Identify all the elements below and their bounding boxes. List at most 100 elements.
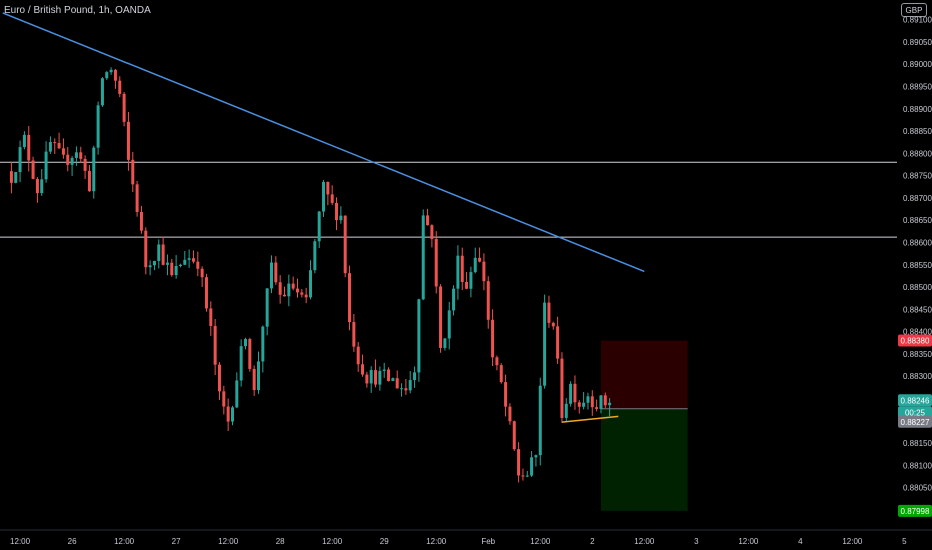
candle-body xyxy=(521,475,525,477)
time-tick-label: 12:00 xyxy=(426,537,447,546)
candle-body xyxy=(534,455,538,458)
candle-body xyxy=(551,322,555,327)
price-tick-label: 0.89000 xyxy=(903,60,932,69)
candle-body xyxy=(22,134,26,148)
candle-body xyxy=(395,378,399,389)
last-price-tag-background xyxy=(898,394,932,407)
candle-body xyxy=(595,407,599,409)
time-tick-label: 28 xyxy=(276,537,285,546)
candle-body xyxy=(387,369,391,381)
candle-body xyxy=(473,257,477,273)
bar-countdown-tag-background xyxy=(898,406,932,419)
chart-title: Euro / British Pound, 1h, OANDA xyxy=(4,5,151,16)
candle-body xyxy=(226,406,230,422)
candle-body xyxy=(235,380,239,408)
candle-body xyxy=(348,273,352,323)
candle-body xyxy=(100,78,104,106)
time-tick-label: 26 xyxy=(68,537,77,546)
candle-body xyxy=(465,281,469,289)
candle-body xyxy=(426,215,430,226)
price-tick-label: 0.88850 xyxy=(903,127,932,136)
candle-body xyxy=(74,152,78,158)
candle-body xyxy=(135,184,139,212)
price-tick-label: 0.88300 xyxy=(903,372,932,381)
time-tick-label: 27 xyxy=(172,537,181,546)
candle-body xyxy=(170,262,174,276)
price-tick-label: 0.88050 xyxy=(903,484,932,493)
candle-body xyxy=(482,261,486,282)
candle-body xyxy=(92,147,96,192)
candle-body xyxy=(40,179,44,194)
downtrend-line xyxy=(2,12,645,273)
time-axis[interactable]: 12:00 26 12:00 27 12:00 28 12:00 29 12:00 Feb 12:0… xyxy=(10,537,907,546)
candle-body xyxy=(204,277,208,309)
candle-body xyxy=(413,372,417,381)
candle-body xyxy=(469,272,473,289)
candle-body xyxy=(296,288,300,293)
price-tick-label: 0.88800 xyxy=(903,149,932,158)
candle-body xyxy=(291,283,295,289)
candle-body xyxy=(560,358,564,418)
candle-body xyxy=(53,142,57,144)
time-tick-label: 5 xyxy=(902,537,907,546)
target-price-tag-background xyxy=(898,504,932,517)
candle-body xyxy=(265,288,269,327)
candle-body xyxy=(209,308,213,326)
candle-body xyxy=(421,215,425,300)
candle-body xyxy=(9,171,13,183)
candle-body xyxy=(239,346,243,381)
time-tick-label: 12:00 xyxy=(842,537,863,546)
candle-body xyxy=(96,105,100,148)
candle-body xyxy=(569,383,573,404)
stop-price-tag-background xyxy=(898,334,932,347)
candle-body xyxy=(105,72,109,79)
candle-body xyxy=(439,286,443,348)
candle-body xyxy=(564,403,568,418)
candle-body xyxy=(608,402,612,406)
candle-body xyxy=(57,143,61,149)
candle-body xyxy=(508,406,512,422)
candle-body xyxy=(400,388,404,390)
time-tick-label: 12:00 xyxy=(634,537,655,546)
target-price-tag: 0.87998 xyxy=(901,507,930,516)
last-price-tag: 0.88246 xyxy=(901,396,930,405)
candle-body xyxy=(131,159,135,185)
candle-body xyxy=(200,268,204,278)
price-tick-label: 0.88400 xyxy=(903,328,932,337)
candle-body xyxy=(408,380,412,391)
time-tick-label: 12:00 xyxy=(10,537,31,546)
candle-body xyxy=(538,385,542,456)
candle-body xyxy=(48,142,52,152)
price-axis[interactable]: 0.89100 0.89050 0.89000 0.88950 0.88900 0.888… xyxy=(903,16,932,493)
candle-body xyxy=(430,225,434,240)
candle-body xyxy=(18,147,22,173)
candle-body xyxy=(404,388,408,391)
candle-body xyxy=(343,215,347,274)
candle-body xyxy=(322,181,326,212)
currency-badge[interactable]: GBP xyxy=(901,3,927,17)
candle-body xyxy=(79,152,83,159)
candle-body xyxy=(161,244,165,265)
candle-body xyxy=(313,241,317,271)
entry-price-tag: 0.88227 xyxy=(901,418,930,427)
price-tick-label: 0.89050 xyxy=(903,38,932,47)
candle-body xyxy=(139,211,143,231)
support-line xyxy=(561,415,619,423)
candle-body xyxy=(326,181,330,195)
candle-body xyxy=(217,364,221,392)
candle-body xyxy=(352,322,356,347)
candle-body xyxy=(300,292,304,295)
candle-body xyxy=(460,255,464,282)
price-tick-label: 0.88100 xyxy=(903,461,932,470)
time-tick-label: 12:00 xyxy=(530,537,551,546)
candle-body xyxy=(369,370,373,384)
candle-body xyxy=(309,270,313,298)
candle-body xyxy=(87,170,91,192)
candle-body xyxy=(178,264,182,266)
candle-body xyxy=(222,391,226,407)
candle-body xyxy=(556,326,560,359)
candle-body xyxy=(148,265,152,268)
candle-body xyxy=(248,339,252,369)
candle-body xyxy=(174,265,178,276)
